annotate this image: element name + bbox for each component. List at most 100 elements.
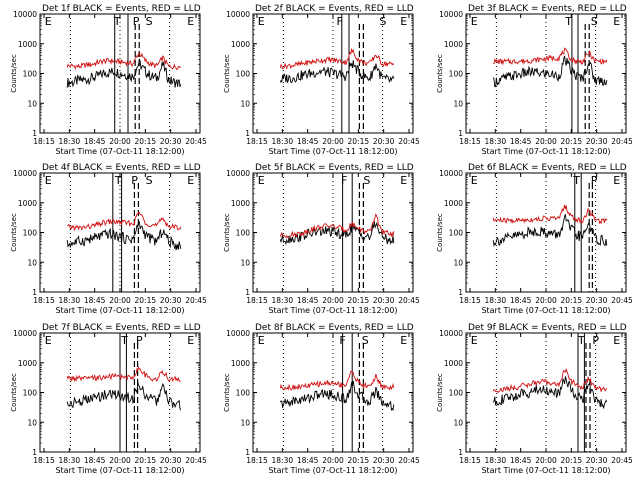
x-tick-label: 20:30 [373,137,395,146]
chart-panel-6: Det 6f BLACK = Events, RED = LLD 1 10 100 10… [436,163,633,315]
series-events-line [492,376,608,409]
interval-label: E [471,174,478,187]
chart-title: Det 2f BLACK = Events, RED = LLD [255,4,414,14]
interval-label: E [400,15,407,28]
x-tick-label: 18:15 [459,456,481,465]
y-tick-label: 10000 [13,10,37,19]
y-tick-label: 10 [453,99,463,108]
y-tick-label: 10 [240,99,250,108]
y-axis-label: Counts/sec [223,54,231,93]
y-tick-label: 1000 [18,199,37,208]
interval-label: T [113,15,121,28]
series-events-line [279,221,395,246]
x-tick-label: 20:15 [135,137,157,146]
x-tick-label: 18:45 [297,456,319,465]
x-tick-label: 20:30 [160,137,182,146]
x-tick-label: 18:30 [485,296,507,305]
chart-panel-8: Det 8f BLACK = Events, RED = LLD 1 10 100 10… [223,323,420,475]
interval-label: E [613,174,620,187]
y-tick-label: 1000 [444,40,463,49]
x-tick-label: 18:30 [59,296,81,305]
x-tick-label: 18:15 [246,137,268,146]
interval-label: S [146,15,153,28]
y-tick-label: 1 [245,288,250,297]
y-tick-label: 10 [453,258,463,267]
x-tick-label: 20:00 [322,456,344,465]
x-tick-label: 20:30 [586,296,608,305]
y-tick-label: 100 [23,389,38,398]
y-tick-label: 1 [245,129,250,138]
x-tick-label: 20:30 [160,296,182,305]
x-tick-label: 18:45 [84,137,106,146]
interval-label: E [471,334,478,347]
chart-title: Det 9f BLACK = Events, RED = LLD [468,323,627,333]
y-tick-label: 1000 [231,199,250,208]
y-tick-label: 1000 [444,359,463,368]
x-axis-label: Start Time (07-Oct-11 18:12:00) [268,466,397,475]
x-tick-label: 18:30 [272,137,294,146]
x-tick-label: 18:15 [33,296,55,305]
interval-label: E [613,15,620,28]
y-axis-label: Counts/sec [223,373,231,412]
y-axis-label: Counts/sec [436,373,444,412]
x-axis-label: Start Time (07-Oct-11 18:12:00) [481,147,610,156]
plot-frame [465,172,627,293]
interval-label: F [341,174,347,187]
interval-label: P [133,15,140,28]
x-tick-label: 18:45 [84,456,106,465]
series-lld-line [493,47,608,66]
series-events-line [66,220,182,251]
y-axis-label: Counts/sec [10,213,18,252]
x-tick-label: 20:15 [561,456,583,465]
y-tick-label: 10000 [439,169,463,178]
y-tick-label: 10 [27,418,37,427]
y-tick-label: 10000 [439,10,463,19]
x-tick-label: 20:00 [535,137,557,146]
series-lld-line [492,204,608,225]
interval-label: E [187,174,194,187]
series-lld-line [66,52,181,71]
y-tick-label: 100 [23,229,38,238]
y-axis-label: Counts/sec [10,373,18,412]
x-tick-label: 18:45 [510,456,532,465]
chart-title: Det 5f BLACK = Events, RED = LLD [255,163,414,173]
y-tick-label: 1000 [231,40,250,49]
x-tick-label: 18:15 [246,456,268,465]
interval-label: E [400,334,407,347]
interval-label: E [187,15,194,28]
y-tick-label: 10 [240,258,250,267]
series-lld-line [279,47,395,70]
interval-label: P [592,334,599,347]
series-lld-line [279,370,395,391]
y-tick-label: 1 [32,448,37,457]
x-tick-label: 20:45 [185,456,207,465]
y-axis-label: Counts/sec [10,54,18,93]
interval-label: P [591,174,598,187]
x-tick-label: 20:00 [535,456,557,465]
y-tick-label: 1 [32,288,37,297]
interval-label: E [258,15,265,28]
series-lld-line [279,213,395,239]
chart-panel-1: Det 1f BLACK = Events, RED = LLD 1 10 100 10… [10,4,207,156]
x-tick-label: 20:15 [348,296,370,305]
interval-label: F [339,334,345,347]
chart-panel-9: Det 9f BLACK = Events, RED = LLD 1 10 100 10… [436,323,633,475]
x-tick-label: 20:00 [109,456,131,465]
x-tick-label: 18:30 [272,296,294,305]
interval-label: P [131,174,138,187]
interval-label: T [564,15,572,28]
plot-frame [252,13,414,134]
series-events-line [66,58,182,88]
plot-frame [39,13,201,134]
interval-label: E [45,174,52,187]
x-tick-label: 20:30 [160,456,182,465]
series-lld-line [67,212,182,232]
y-tick-label: 10 [240,418,250,427]
chart-title: Det 3f BLACK = Events, RED = LLD [468,4,627,14]
series-events-line [279,60,395,84]
x-tick-label: 20:15 [348,137,370,146]
x-axis-label: Start Time (07-Oct-11 18:12:00) [55,147,184,156]
x-tick-label: 20:45 [611,456,633,465]
chart-panel-4: Det 4f BLACK = Events, RED = LLD 1 10 100 10… [10,163,207,315]
x-tick-label: 18:15 [459,137,481,146]
